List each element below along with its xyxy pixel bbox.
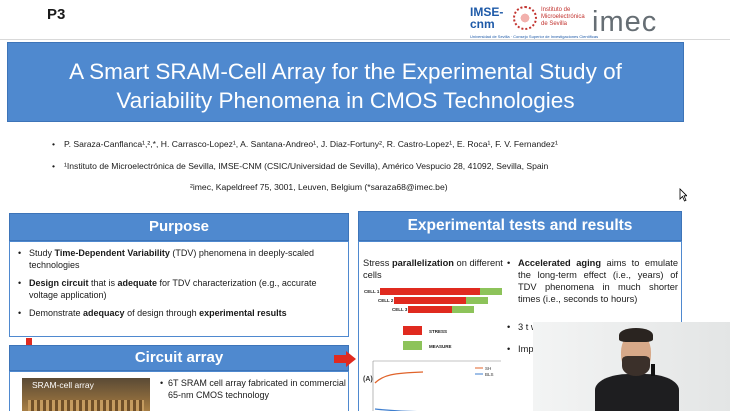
imse-globe-icon (513, 6, 537, 30)
cell-3-measure-bar (452, 306, 474, 313)
plot-legend-bls: BLS (485, 372, 494, 377)
legend-measure-label: MEASURE (429, 344, 452, 349)
arrow-right-icon (334, 351, 356, 367)
cell-3-stress-bar (408, 306, 452, 313)
exp-bullet-2-text: 3 t writ (518, 322, 546, 332)
imec-logo: imec (592, 6, 658, 38)
purpose-item-2-post: for TDV characterization (e.g., accurate… (29, 278, 317, 300)
exp-bullet-2: 3 t writ (506, 321, 678, 333)
circuit-description-text: 6T SRAM cell array fabricated in commerc… (168, 378, 346, 400)
imse-logo-text: Instituto de Microelectrónica de Sevilla (541, 7, 585, 27)
slide-id: P3 (47, 6, 66, 23)
presenter-webcam[interactable] (533, 322, 730, 411)
purpose-item-1-bold: Time-Dependent Variability (54, 248, 170, 258)
purpose-item-3-bold: adequacy (83, 308, 125, 318)
presenter-hair (619, 328, 653, 342)
imse-mark-line2: cnm (470, 17, 495, 31)
affiliation-1: • ¹Instituto de Microelectrónica de Sevil… (52, 161, 548, 171)
cell-3-label: CELL 3 (392, 307, 408, 312)
legend-stress-swatch (403, 326, 422, 335)
mouse-cursor-icon (679, 188, 687, 202)
cell-1-measure-bar (480, 288, 502, 295)
cell-2-label: CELL 2 (378, 298, 394, 303)
poster-title: A Smart SRAM-Cell Array for the Experime… (8, 43, 683, 115)
purpose-item-1-post: (TDV) phenomena in deeply-scaled technol… (29, 248, 314, 270)
sram-array-photo: SRAM-cell array (22, 378, 150, 411)
cell-1-stress-bar (380, 288, 480, 295)
purpose-heading: Purpose (9, 213, 349, 241)
bullet-icon: • (160, 378, 164, 388)
microphone-icon (651, 364, 655, 376)
authors-text: P. Saraza-Canflanca¹,²,*, H. Carrasco-Lo… (64, 139, 558, 149)
purpose-item-1: Study Time-Dependent Variability (TDV) p… (16, 248, 342, 271)
plot-y-label: (A) (363, 376, 373, 383)
title-banner: A Smart SRAM-Cell Array for the Experime… (7, 42, 684, 122)
cell-2-measure-bar (466, 297, 488, 304)
title-line-1: A Smart SRAM-Cell Array for the Experime… (69, 59, 622, 84)
imse-cnm-logo: IMSE- cnm Instituto de Microelectrónica … (470, 4, 598, 40)
chip-grid (28, 400, 144, 411)
stress-caption: Stress parallelization on different cell… (363, 257, 503, 281)
degradation-plot: (A) SH BLS (363, 360, 501, 411)
affiliation-1-text: ¹Instituto de Microelectrónica de Sevill… (64, 161, 549, 171)
presenter-body (595, 374, 679, 411)
legend-stress-label: STRESS (429, 329, 448, 334)
bullet-icon: • (52, 161, 56, 171)
legend-measure-swatch (403, 341, 422, 350)
stress-post: on different cells (363, 258, 503, 280)
purpose-item-2-bold: Design circuit (29, 278, 89, 288)
circuit-panel: SRAM-cell array • 6T SRAM cell array fabr… (9, 371, 349, 411)
bullet-icon: • (52, 139, 56, 149)
plot-legend-sh: SH (485, 366, 491, 371)
stress-timeline: CELL 1 CELL 2 CELL 3 (362, 285, 507, 319)
cell-1-label: CELL 1 (364, 289, 380, 294)
imse-logo-mark: IMSE- cnm (470, 6, 503, 30)
experiments-heading: Experimental tests and results (358, 211, 682, 241)
imse-mark-line1: IMSE- (470, 5, 504, 19)
stress-bold: parallelization (391, 258, 454, 268)
circuit-heading: Circuit array (9, 345, 349, 371)
purpose-item-3: Demonstrate adequacy of design through e… (16, 308, 342, 320)
title-line-2: Variability Phenomena in CMOS Technologi… (116, 88, 575, 113)
authors-line: • P. Saraza-Canflanca¹,²,*, H. Carrasco-L… (52, 139, 558, 149)
purpose-item-2-mid: that is (88, 278, 118, 288)
exp-bullet-1-bold: Accelerated aging (518, 258, 602, 268)
purpose-item-3-pre: Demonstrate (29, 308, 84, 318)
purpose-list: Study Time-Dependent Variability (TDV) p… (16, 248, 342, 327)
exp-bullet-1: Accelerated aging aims to emulate the lo… (506, 257, 678, 305)
exp-bullet-1-text: aims to emulate the long-term effect (i.… (518, 258, 678, 304)
circuit-description: • 6T SRAM cell array fabricated in commer… (160, 378, 346, 401)
stress-pre: Stress (363, 258, 392, 268)
affiliation-2: ²imec, Kapeldreef 75, 3001, Leuven, Belg… (190, 182, 448, 192)
header-divider (0, 39, 730, 40)
purpose-item-2-bold2: adequate (117, 278, 158, 288)
presenter-beard (622, 356, 650, 376)
purpose-panel: Study Time-Dependent Variability (TDV) p… (9, 241, 349, 337)
cell-2-stress-bar (394, 297, 466, 304)
imse-logo-subtext: Universidad de Sevilla · Consejo Superio… (470, 34, 599, 39)
purpose-item-1-pre: Study (29, 248, 55, 258)
purpose-item-3-bold2: experimental results (199, 308, 287, 318)
purpose-item-3-mid: of design through (124, 308, 200, 318)
photo-label: SRAM-cell array (32, 380, 94, 390)
purpose-item-2: Design circuit that is adequate for TDV … (16, 278, 342, 301)
